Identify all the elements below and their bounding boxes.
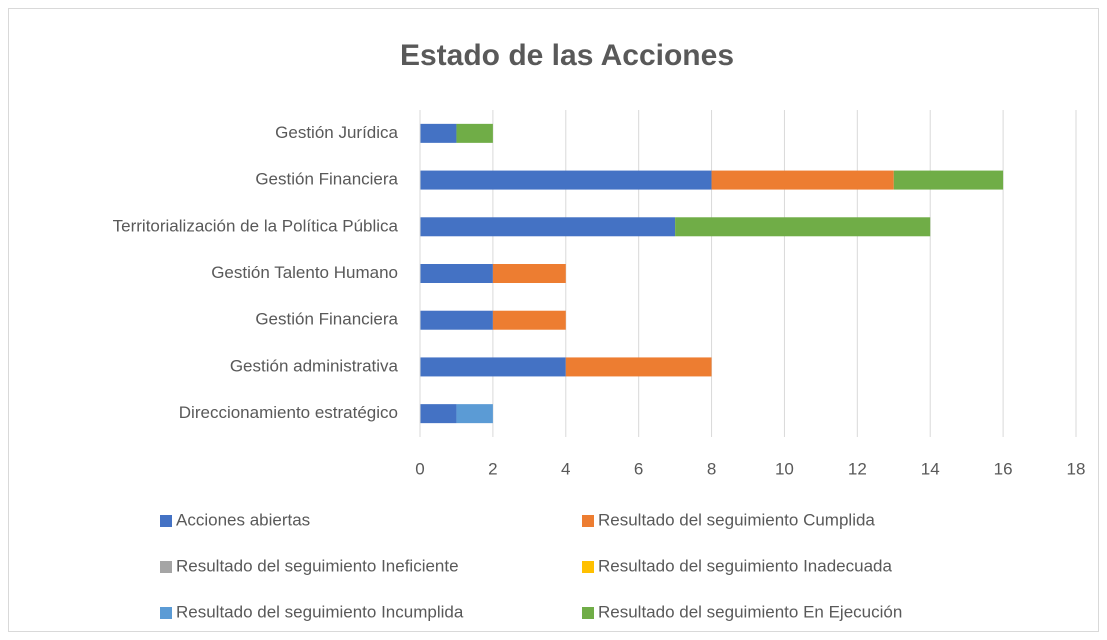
- legend-label: Resultado del seguimiento Incumplida: [176, 602, 464, 621]
- legend-swatch: [582, 561, 594, 573]
- x-tick-label: 10: [775, 459, 794, 478]
- bar: [420, 170, 712, 190]
- legend-swatch: [160, 607, 172, 619]
- bar: [893, 170, 1004, 190]
- y-tick-label: Gestión Financiera: [255, 310, 398, 329]
- x-tick-label: 2: [488, 459, 497, 478]
- x-tick-label: 14: [921, 459, 940, 478]
- x-tick-label: 4: [561, 459, 570, 478]
- legend-swatch: [160, 561, 172, 573]
- bar: [420, 123, 457, 143]
- legend-swatch: [160, 515, 172, 527]
- bar: [420, 264, 493, 283]
- bar: [675, 217, 931, 237]
- legend-swatch: [582, 607, 594, 619]
- legend-swatch: [582, 515, 594, 527]
- x-tick-label: 0: [415, 459, 424, 478]
- bar: [456, 123, 493, 143]
- y-tick-label: Gestión Talento Humano: [211, 263, 398, 282]
- x-tick-label: 16: [994, 459, 1013, 478]
- y-tick-label: Gestión Financiera: [255, 170, 398, 189]
- bar: [711, 170, 894, 190]
- bar: [492, 310, 566, 330]
- x-tick-label: 18: [1067, 459, 1086, 478]
- bar: [492, 264, 566, 283]
- y-tick-label: Direccionamiento estratégico: [179, 403, 398, 422]
- bar: [420, 217, 676, 237]
- bar: [565, 357, 712, 377]
- legend-label: Resultado del seguimiento Cumplida: [598, 510, 875, 529]
- bar: [420, 310, 493, 330]
- y-tick-label: Gestión administrativa: [230, 356, 399, 375]
- y-tick-label: Gestión Jurídica: [275, 123, 398, 142]
- bar: [456, 404, 493, 424]
- legend-label: Resultado del seguimiento Inadecuada: [598, 556, 892, 575]
- chart-title: Estado de las Acciones: [400, 39, 734, 72]
- legend-label: Acciones abiertas: [176, 510, 310, 529]
- y-tick-label: Territorialización de la Política Públic…: [113, 216, 399, 235]
- legend-label: Resultado del seguimiento Ineficiente: [176, 556, 459, 575]
- bar: [420, 357, 566, 377]
- legend-label: Resultado del seguimiento En Ejecución: [598, 602, 902, 621]
- x-tick-label: 12: [848, 459, 867, 478]
- x-tick-label: 6: [634, 459, 643, 478]
- x-tick-label: 8: [707, 459, 716, 478]
- bar: [420, 404, 457, 424]
